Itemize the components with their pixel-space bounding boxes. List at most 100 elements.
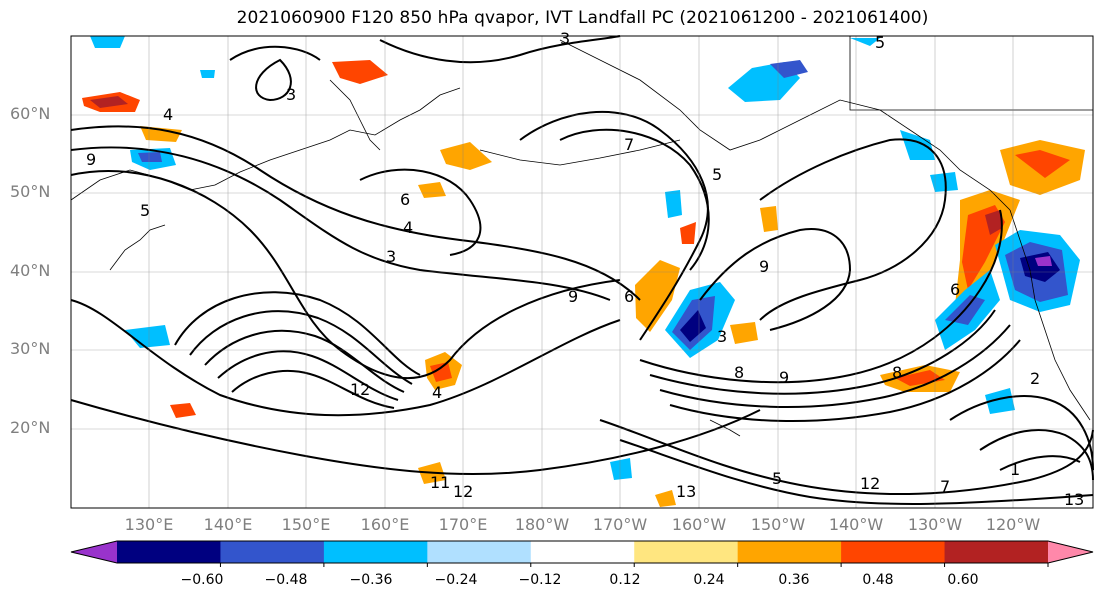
longitude-label: 120°W	[985, 515, 1041, 534]
colorbar-segment	[737, 541, 842, 563]
longitude-label: 170°E	[438, 515, 488, 534]
colorbar-segment	[117, 541, 221, 563]
colorbar-tick-label: −0.12	[518, 572, 562, 588]
colorbar-segment	[634, 541, 739, 563]
contour-line	[379, 35, 621, 64]
anomaly-patch	[680, 222, 696, 244]
colorbar-tick-label: −0.24	[434, 572, 478, 588]
coastline-north-america	[1009, 209, 1091, 421]
anomaly-patch	[430, 362, 452, 382]
contour-line	[949, 395, 1094, 471]
contour-label: 3	[717, 327, 727, 346]
contour-label: 13	[676, 482, 696, 501]
contour-label: 11	[430, 473, 450, 492]
anomaly-patch	[440, 142, 492, 170]
contour-label: 8	[734, 363, 744, 382]
contour-label: 9	[568, 287, 578, 306]
contour-line	[519, 110, 709, 341]
coastline-japan	[109, 224, 166, 271]
anomaly-patch	[680, 310, 706, 342]
anomaly-patch	[418, 182, 446, 198]
anomaly-patch	[770, 60, 808, 78]
contour-line	[70, 399, 761, 475]
contour-label: 8	[892, 363, 902, 382]
anomaly-patch	[90, 96, 128, 108]
map-frame	[70, 35, 1094, 509]
contour-label: 9	[759, 257, 769, 276]
contour-line	[999, 455, 1081, 471]
contour-line	[204, 329, 405, 393]
shaded-anomaly-layer	[82, 36, 1085, 507]
contour-line	[669, 339, 1021, 422]
colorbar-tick-label: −0.48	[264, 572, 308, 588]
border-canada-us	[849, 36, 1093, 111]
longitude-label: 170°W	[592, 515, 648, 534]
colorbar-extend-low	[71, 541, 117, 563]
contour-label: 9	[86, 150, 96, 169]
colorbar-outline	[70, 540, 1094, 564]
anomaly-patch	[90, 36, 125, 48]
contour-line	[639, 209, 1003, 384]
longitude-label: 140°W	[828, 515, 884, 534]
colorbar-tick-label: 0.36	[778, 572, 810, 588]
anomaly-patch	[665, 190, 682, 218]
anomaly-patch	[200, 70, 215, 78]
contour-line	[229, 45, 321, 61]
contour-line	[70, 125, 641, 301]
latitude-label: 40°N	[10, 261, 51, 280]
colorbar-tick-label: 0.24	[693, 572, 725, 588]
contour-line	[174, 291, 421, 376]
coastline-alaska	[559, 39, 1011, 211]
anomaly-patch	[170, 403, 196, 418]
contour-label: 4	[163, 105, 173, 124]
anomaly-patch	[610, 458, 632, 480]
contour-label: 13	[1064, 490, 1084, 509]
colorbar-segment	[323, 541, 428, 563]
longitude-label: 130°E	[124, 515, 174, 534]
colorbar-segment	[841, 541, 946, 563]
anomaly-patch	[635, 260, 680, 332]
colorbar-tick-label: 0.60	[947, 572, 979, 588]
colorbar	[70, 540, 1094, 567]
contour-line	[255, 58, 292, 102]
contour-label: 1	[1010, 460, 1020, 479]
contour-layer	[70, 35, 1094, 505]
contour-label: 3	[286, 85, 296, 104]
contour-label: 12	[860, 474, 880, 493]
anomaly-patch	[900, 130, 935, 160]
contour-label-layer: 4 9 3 6 5 4 3 7 5 9 12 3 6 8 9 4 11 12 1…	[86, 29, 1084, 509]
colorbar-segment	[530, 541, 635, 563]
coastline-hawaii	[709, 419, 741, 437]
coastline-kamchatka	[329, 79, 381, 151]
contour-label: 5	[140, 201, 150, 220]
colorbar-tick-label: −0.36	[349, 572, 393, 588]
contour-label: 6	[624, 287, 634, 306]
colorbar-segment	[944, 541, 1049, 563]
anomaly-patch	[138, 152, 162, 162]
contour-line	[979, 429, 1094, 481]
contour-label: 3	[560, 29, 570, 48]
anomaly-patch	[930, 172, 958, 192]
colorbar-extend-high	[1048, 541, 1093, 563]
anomaly-patch	[140, 126, 182, 142]
longitude-label: 150°W	[750, 515, 806, 534]
colorbar-segment	[220, 541, 325, 563]
contour-line	[70, 146, 611, 301]
contour-label: 6	[400, 190, 410, 209]
anomaly-patch	[332, 60, 388, 84]
colorbar-tick-label: −0.60	[180, 572, 224, 588]
anomaly-patch	[1035, 256, 1052, 266]
anomaly-patch	[125, 325, 170, 348]
longitude-label: 160°W	[671, 515, 727, 534]
latitude-label: 20°N	[10, 418, 51, 437]
contour-label: 7	[940, 477, 950, 496]
contour-line	[659, 324, 1011, 408]
contour-line	[231, 369, 395, 409]
contour-label: 5	[712, 165, 722, 184]
contour-line	[70, 299, 621, 417]
anomaly-patch	[730, 322, 758, 344]
colorbar-segment	[427, 541, 532, 563]
colorbar-tick-label: 0.12	[609, 572, 641, 588]
contour-label: 12	[453, 482, 473, 501]
anomaly-patch	[985, 210, 1002, 235]
